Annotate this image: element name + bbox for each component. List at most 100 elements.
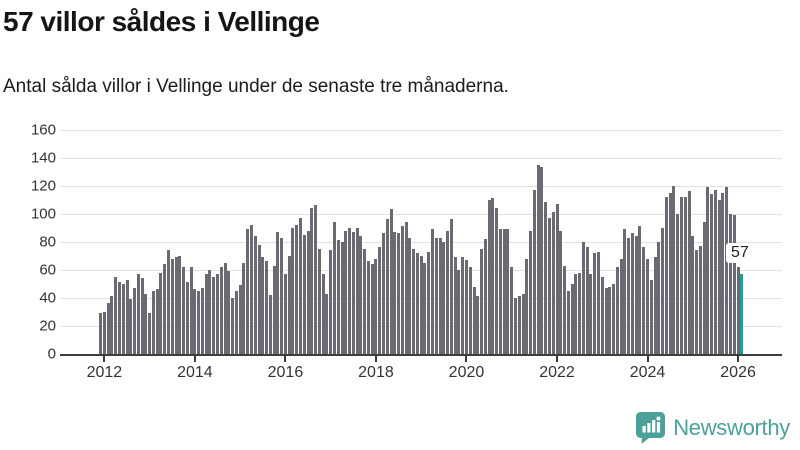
bar — [351, 231, 355, 354]
bar — [329, 250, 333, 354]
bar — [355, 227, 359, 354]
bar — [363, 248, 367, 354]
bar — [306, 230, 310, 354]
bar — [683, 196, 687, 354]
x-tick-label: 2012 — [86, 364, 123, 381]
bar — [242, 262, 246, 354]
bar — [431, 229, 435, 354]
bar — [472, 286, 476, 354]
bar — [608, 286, 612, 354]
bar — [212, 276, 216, 354]
bar — [687, 191, 691, 354]
bar — [283, 274, 287, 354]
bar — [487, 199, 491, 354]
x-tick-mark — [737, 356, 740, 362]
y-tick-label: 140 — [30, 149, 56, 167]
bar — [585, 247, 589, 354]
bar — [136, 274, 140, 354]
bar — [185, 282, 189, 354]
bar — [729, 213, 733, 354]
bar — [566, 290, 570, 354]
plot-area — [60, 124, 782, 354]
bar — [597, 251, 600, 354]
bar — [106, 303, 110, 354]
x-tick-label: 2026 — [720, 364, 756, 381]
x-tick-label: 2016 — [267, 364, 304, 381]
y-tick-label: 40 — [39, 289, 56, 307]
bar — [121, 283, 125, 354]
bar — [483, 238, 487, 354]
bar — [133, 288, 137, 354]
bar — [332, 222, 336, 354]
x-tick-mark — [193, 356, 196, 362]
x-axis-line — [60, 354, 782, 356]
bar — [219, 267, 223, 354]
bar — [679, 196, 683, 354]
bar — [182, 267, 186, 354]
bar — [208, 269, 212, 354]
bar — [268, 295, 272, 354]
bar — [295, 224, 299, 354]
bar — [415, 252, 419, 354]
bar — [280, 237, 284, 354]
bar — [151, 290, 155, 354]
y-tick-label: 80 — [39, 233, 56, 251]
bar — [110, 296, 114, 354]
y-tick-label: 20 — [39, 317, 56, 335]
bar — [468, 267, 472, 354]
bar — [540, 167, 544, 354]
bar — [272, 265, 276, 354]
bar — [442, 241, 446, 354]
bar — [427, 251, 431, 354]
bar — [276, 231, 280, 354]
bar — [397, 233, 401, 354]
bar — [148, 313, 152, 354]
bar — [114, 276, 118, 354]
bar — [423, 262, 427, 354]
bar — [559, 230, 563, 354]
bar — [291, 227, 295, 354]
bar — [227, 271, 231, 354]
bar — [317, 248, 321, 354]
bar — [710, 194, 714, 354]
bar — [438, 237, 442, 354]
bar — [529, 230, 533, 354]
bar — [604, 288, 608, 354]
bar — [253, 236, 257, 354]
bar — [374, 258, 378, 354]
bar — [257, 244, 261, 354]
bar — [193, 289, 197, 354]
newsworthy-logo-icon — [635, 411, 666, 444]
bar — [491, 198, 495, 354]
bar — [521, 293, 525, 354]
gridline — [60, 241, 782, 243]
bar — [547, 217, 551, 354]
bar — [627, 237, 631, 354]
bar — [144, 293, 148, 354]
bar — [695, 250, 699, 354]
bar — [249, 224, 253, 354]
bar — [498, 229, 502, 354]
bar — [736, 267, 740, 354]
gridline — [60, 157, 782, 159]
bar — [344, 230, 348, 354]
bar — [302, 234, 306, 354]
bar — [691, 236, 695, 354]
bar — [310, 208, 314, 354]
bar — [551, 212, 555, 354]
bar — [661, 227, 665, 354]
y-tick-label: 120 — [30, 177, 56, 195]
bar — [461, 257, 465, 354]
bar — [370, 264, 374, 354]
bar — [514, 297, 518, 354]
bar — [668, 192, 672, 354]
bar — [408, 237, 412, 354]
brand-footer[interactable]: Newsworthy — [635, 411, 790, 444]
bar — [698, 245, 702, 354]
bar — [676, 213, 680, 354]
bar — [506, 229, 510, 354]
bar — [393, 231, 397, 354]
bar — [287, 255, 291, 354]
bar — [223, 262, 227, 354]
highlight-bar — [740, 274, 744, 354]
